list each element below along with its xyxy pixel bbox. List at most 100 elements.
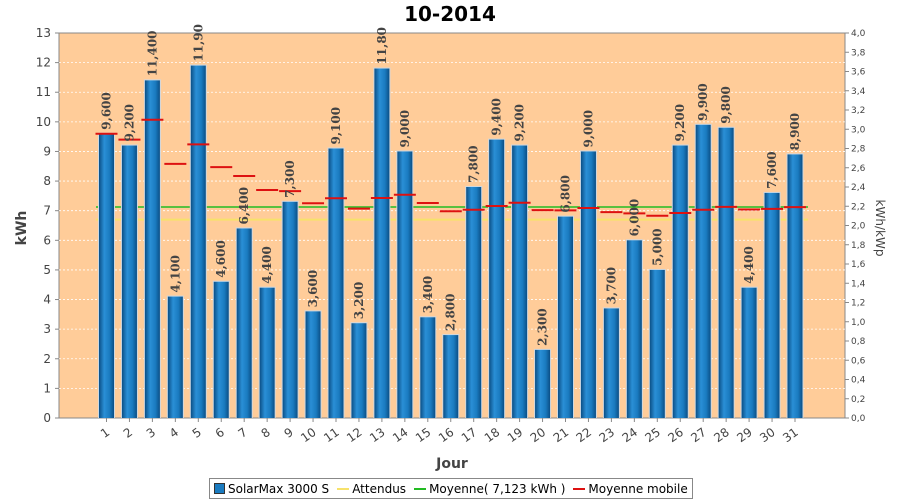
bar	[99, 133, 114, 418]
y-tick-label: 7	[43, 204, 51, 218]
y-tick-label: 12	[36, 56, 51, 70]
y-tick-label: 6	[43, 233, 51, 247]
y-tick-label: 3	[43, 322, 51, 336]
legend-label-moyenne-mobile: Moyenne mobile	[588, 481, 688, 496]
y-axis-right: 0,0 0,2 0,4 0,6 0,8 1,0 1,2 1,4 1,6 1,8 2,0 2,2 2,4 2…	[845, 29, 866, 424]
bar	[144, 80, 160, 418]
reference-lines	[96, 206, 808, 221]
data-label: 9,000	[581, 110, 595, 148]
y2-tick-label: 3,4	[851, 87, 866, 97]
bar	[328, 148, 344, 418]
y2-tick-label: 1,2	[851, 299, 865, 309]
data-label: 9,200	[122, 104, 136, 142]
data-label: 11,90	[191, 24, 205, 62]
data-label: 3,200	[352, 282, 366, 320]
legend-swatch-solarmax	[214, 483, 225, 494]
y-tick-label: 9	[43, 144, 51, 158]
y2-axis-label: kWh/kWp	[873, 200, 887, 257]
bar	[282, 201, 298, 418]
bar	[420, 317, 436, 418]
y2-tick-label: 0,6	[851, 356, 866, 366]
bar	[374, 68, 390, 419]
x-tick-label: 13	[367, 425, 388, 445]
legend-label-attendus: Attendus	[352, 481, 407, 496]
data-label: 9,400	[490, 98, 504, 136]
data-label: 2,800	[444, 293, 458, 331]
data-label: 9,900	[696, 83, 710, 121]
y2-tick-label: 1,8	[851, 241, 866, 251]
y2-tick-label: 2,8	[851, 145, 866, 155]
data-label: 3,600	[306, 270, 320, 308]
x-tick-label: 2	[121, 425, 135, 441]
bar	[259, 287, 275, 418]
y2-tick-label: 3,6	[851, 68, 866, 78]
bar	[764, 192, 780, 418]
data-label: 7,300	[283, 160, 297, 198]
x-tick-label: 19	[505, 425, 526, 445]
x-tick-label: 25	[642, 425, 663, 445]
y2-tick-label: 3,8	[851, 48, 866, 58]
data-label: 9,600	[100, 92, 114, 130]
bar	[535, 349, 551, 418]
x-tick-label: 24	[620, 425, 641, 445]
bar	[213, 281, 229, 418]
x-axis-label: Jour	[435, 456, 468, 472]
y2-tick-label: 4,0	[851, 29, 866, 39]
data-label: 9,800	[719, 86, 733, 124]
x-tick-label: 14	[390, 425, 411, 445]
bar	[489, 139, 505, 418]
data-label: 9,100	[329, 107, 343, 145]
y-tick-label: 1	[43, 381, 51, 395]
y2-tick-label: 1,6	[851, 260, 866, 270]
y2-tick-label: 3,0	[851, 125, 866, 135]
x-tick-label: 17	[459, 425, 480, 445]
y2-tick-label: 1,4	[851, 279, 866, 289]
bar	[512, 145, 528, 419]
data-label: 9,000	[398, 110, 412, 148]
legend-swatch-moyenne	[414, 487, 427, 490]
bar	[397, 151, 413, 418]
x-tick-label: 26	[665, 425, 686, 445]
x-tick-label: 30	[757, 425, 778, 445]
legend: SolarMax 3000 S Attendus Moyenne( 7,123 …	[209, 478, 693, 499]
data-label: 4,400	[260, 246, 274, 284]
bar	[580, 151, 596, 418]
x-axis: 1 2 3 4 5 6 7 8 9 10 11 12 13 14 15 16 17 18 19 20 21 22 23 24 2…	[98, 418, 801, 445]
data-label: 2,300	[536, 308, 550, 346]
y-tick-label: 8	[43, 174, 51, 188]
y-tick-label: 5	[43, 263, 51, 277]
bar	[672, 145, 688, 419]
legend-item-moyenne: Moyenne( 7,123 kWh )	[414, 482, 565, 496]
data-label: 11,400	[145, 30, 159, 76]
data-label: 11,80	[375, 27, 389, 65]
x-tick-label: 18	[482, 425, 503, 445]
data-label: 4,600	[214, 240, 228, 278]
y2-tick-label: 0,4	[851, 376, 866, 386]
bar	[167, 296, 183, 418]
y2-tick-label: 2,2	[851, 202, 865, 212]
legend-label-solarmax: SolarMax 3000 S	[228, 481, 330, 496]
y-tick-label: 0	[43, 411, 51, 425]
bar	[351, 323, 367, 418]
data-label: 9,200	[673, 104, 687, 142]
x-tick-label: 8	[259, 425, 273, 441]
x-tick-label: 12	[344, 425, 365, 445]
x-tick-label: 16	[436, 425, 457, 445]
x-tick-label: 22	[574, 425, 595, 445]
data-labels: 9,600 9,200 11,400 4,100 11,90 4,600 6,400 4,40…	[100, 24, 803, 346]
data-label: 6,400	[237, 187, 251, 225]
chart-title: 10-2014	[404, 2, 496, 26]
legend-item-moyenne-mobile: Moyenne mobile	[573, 481, 688, 496]
y-tick-label: 10	[36, 115, 51, 129]
data-label: 3,400	[421, 276, 435, 314]
x-tick-label: 28	[711, 425, 732, 445]
data-label: 4,400	[742, 246, 756, 284]
data-label: 7,600	[765, 151, 779, 189]
legend-swatch-moyenne-mobile	[573, 487, 586, 490]
y-tick-label: 11	[36, 85, 51, 99]
y2-tick-label: 0,0	[851, 414, 866, 424]
x-tick-label: 21	[551, 425, 572, 445]
legend-swatch-attendus	[337, 487, 350, 490]
bar	[787, 154, 803, 418]
